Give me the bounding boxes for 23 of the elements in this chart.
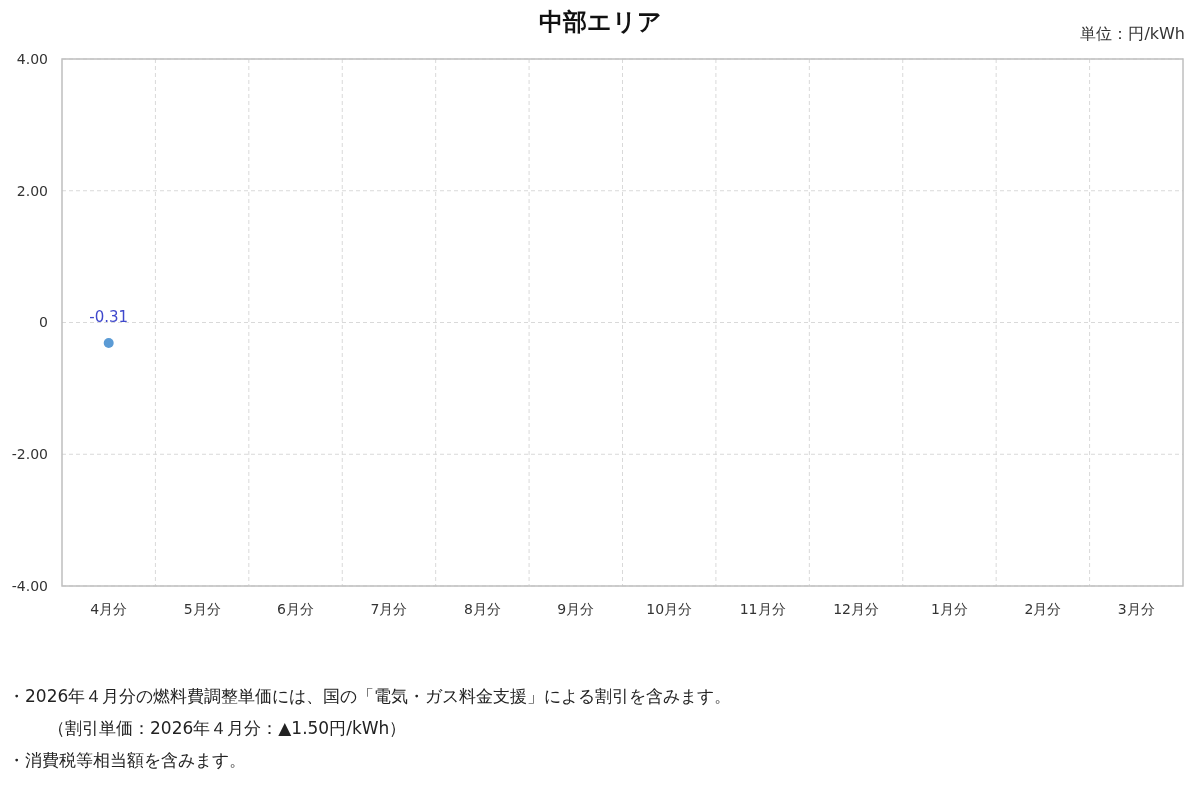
- text: ・2026年４月分の燃料費調整単価には、国の「電気・ガス料金支援」による割引を含みます。: [8, 686, 732, 706]
- x-tick-label: 11月分: [739, 601, 786, 617]
- x-tick-label: 7月分: [370, 601, 408, 617]
- y-tick-label: 4.00: [16, 50, 48, 67]
- y-tick-label: 0: [39, 314, 48, 331]
- data-label: -0.31: [89, 307, 129, 326]
- x-tick-label: 3月分: [1117, 601, 1155, 617]
- x-tick-label: 1月分: [931, 601, 968, 617]
- x-tick-label: 10月分: [646, 601, 693, 617]
- x-tick-label: 9月分: [557, 601, 595, 617]
- y-tick-label: -4.00: [11, 577, 48, 594]
- x-tick-label: 12月分: [833, 601, 879, 617]
- text: 単位：円/kWh: [1080, 24, 1185, 43]
- chart-title: 中部エリア: [538, 8, 662, 36]
- x-tick-label: 2月分: [1024, 601, 1062, 617]
- x-tick-label: 8月分: [463, 601, 501, 617]
- text: ・消費税等相当額を含みます。: [8, 750, 246, 770]
- y-tick-label: 2.00: [16, 182, 48, 199]
- x-tick-label: 4月分: [90, 601, 128, 617]
- y-tick-label: -2.00: [11, 446, 48, 463]
- text: （割引単価：2026年４月分：▲1.50円/kWh）: [48, 718, 407, 738]
- x-tick-label: 5月分: [183, 601, 221, 617]
- x-tick-label: 6月分: [277, 601, 314, 617]
